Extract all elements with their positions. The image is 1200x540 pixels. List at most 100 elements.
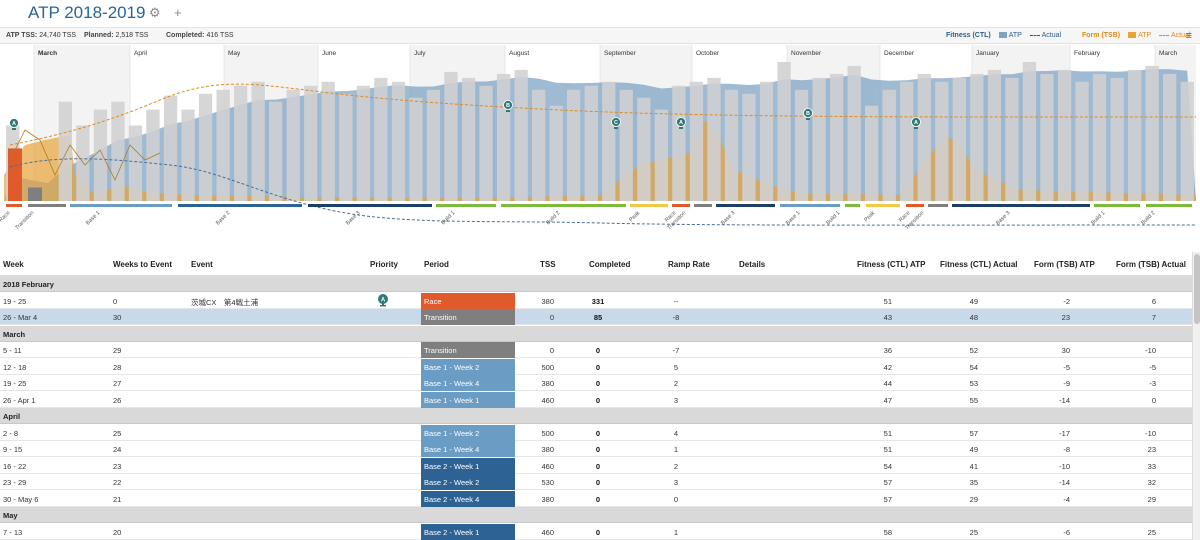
col-priority[interactable]: Priority [370, 260, 399, 269]
table-row[interactable]: 30 - May 6 21 380 0 0 57 29 -4 29 Base 2 - Week 4 [0, 490, 1192, 507]
planned-tss-bar [742, 93, 756, 202]
cell-completed: 0 [595, 478, 601, 487]
cell-completed: 0 [595, 527, 601, 537]
period-badge[interactable]: Transition [421, 342, 515, 358]
menu-icon[interactable]: ≡ [1185, 30, 1192, 42]
planned-tss-bar [794, 89, 809, 201]
table-group-header[interactable]: April [0, 408, 1192, 424]
period-badge[interactable]: Base 1 - Week 4 [421, 375, 515, 391]
period-strip-segment [906, 204, 924, 207]
planned-tss-bar [444, 71, 458, 202]
cell-completed: 0 [595, 428, 601, 438]
col-ramp-rate[interactable]: Ramp Rate [668, 260, 710, 269]
cell-tsb-atp: -9 [1063, 379, 1070, 388]
event-marker-label: B [806, 111, 810, 117]
table-row[interactable]: 7 - 13 20 460 0 1 58 25 -6 25 Base 2 - Week 1 [0, 523, 1192, 540]
cell-tss: 380 [541, 494, 554, 504]
cell-ramp-rate: -7 [672, 346, 680, 355]
cell-weeks-to-event: 30 [113, 313, 122, 322]
cell-tsb-atp: 30 [1061, 346, 1070, 355]
scrollbar-thumb[interactable] [1194, 254, 1200, 324]
fitness-actual-label: Actual [1041, 32, 1062, 39]
period-label: Base 1 [785, 210, 801, 226]
table-row[interactable]: 26 - Mar 4 30 0 85 -8 43 48 23 7 Transition [0, 309, 1192, 325]
table-row[interactable]: 26 - Apr 1 26 460 0 3 47 55 -14 0 Base 1 - Week 1 [0, 391, 1192, 408]
period-badge[interactable]: Base 2 - Week 1 [421, 457, 515, 474]
planned-tss-bar [461, 77, 476, 201]
col-period[interactable]: Period [424, 260, 449, 269]
table-group-header[interactable]: March [0, 325, 1192, 342]
period-label: Transition [14, 210, 35, 231]
period-badge[interactable]: Base 1 - Week 2 [421, 358, 515, 375]
table-group-header[interactable]: 2018 February [0, 276, 1192, 292]
cell-weeks-to-event: 21 [113, 494, 122, 504]
gear-icon[interactable]: ⚙ [149, 5, 161, 20]
col-completed[interactable]: Completed [589, 260, 631, 269]
planned-tss-bar [935, 81, 949, 201]
table-row[interactable]: 5 - 11 29 0 0 -7 36 52 30 -10 Transition [0, 342, 1192, 358]
event-marker-label: C [614, 120, 618, 126]
table-row[interactable]: 2 - 8 25 500 0 4 51 57 -17 -10 Base 1 - Week 2 [0, 424, 1192, 441]
col-tsb-atp[interactable]: Form (TSB) ATP [1034, 260, 1095, 269]
month-label: March [1159, 50, 1177, 57]
col-week[interactable]: Week [3, 260, 24, 269]
planned-tss-bar [724, 89, 739, 201]
period-badge[interactable]: Base 2 - Week 2 [421, 474, 515, 490]
col-details[interactable]: Details [739, 260, 766, 269]
planned-tss-bar [1145, 65, 1159, 202]
period-badge[interactable]: Transition [421, 309, 515, 325]
table-row[interactable]: 16 - 22 23 460 0 2 54 41 -10 33 Base 2 - Week 1 [0, 457, 1192, 474]
period-badge[interactable]: Race [421, 292, 515, 309]
period-badge[interactable]: Base 1 - Week 4 [421, 441, 515, 457]
table-group-header[interactable]: May [0, 507, 1192, 523]
table-row[interactable]: 23 - 29 22 530 0 3 57 35 -14 32 Base 2 - Week 2 [0, 474, 1192, 490]
period-label: Build 1 [1090, 210, 1106, 226]
col-tss[interactable]: TSS [540, 260, 556, 269]
period-strip-segment [630, 204, 668, 207]
planned-tss-bar [882, 89, 896, 201]
atp-tss-label: ATP TSS: [6, 32, 38, 39]
planned-tss-bar [304, 85, 318, 201]
col-event[interactable]: Event [191, 260, 213, 269]
cell-completed: 0 [595, 395, 601, 405]
table-row[interactable]: 9 - 15 24 380 0 1 51 49 -8 23 Base 1 - Week 4 [0, 441, 1192, 457]
table-row[interactable]: 12 - 18 28 500 0 5 42 54 -5 -5 Base 1 - Week 2 [0, 358, 1192, 375]
period-badge[interactable]: Base 2 - Week 4 [421, 490, 515, 507]
month-label: April [134, 50, 148, 57]
table-row[interactable]: 19 - 25 0 茨城CX 第4戦土浦 380 331 -- 51 49 -2 6 A Race [0, 292, 1192, 309]
planned-tss-bar [374, 77, 388, 201]
period-badge[interactable]: Base 1 - Week 2 [421, 424, 515, 441]
table-row[interactable]: 19 - 25 27 380 0 2 44 53 -9 -3 Base 1 - Week 4 [0, 375, 1192, 391]
planned-tss-bar [707, 77, 721, 201]
period-strip-segment [1094, 204, 1140, 207]
event-marker-label: A [914, 120, 918, 126]
planned-tss-bar [128, 125, 143, 201]
col-ctl-actual[interactable]: Fitness (CTL) Actual [940, 260, 1018, 269]
period-badge[interactable]: Base 2 - Week 1 [421, 523, 515, 540]
col-weeks-to-event[interactable]: Weeks to Event [113, 260, 172, 269]
event-marker-label: A [679, 120, 683, 126]
planned-tss-bar [514, 69, 528, 202]
fitness-legend[interactable]: Fitness (CTL) ATP Actual [946, 32, 1061, 39]
table-scrollbar[interactable] [1192, 252, 1200, 540]
planned-tss-bar [1163, 73, 1177, 201]
cell-weeks-to-event: 29 [113, 346, 122, 355]
cell-tsb-actual: 7 [1151, 313, 1156, 322]
period-label: Base 3 [720, 210, 736, 226]
cell-ctl-atp: 43 [883, 313, 892, 322]
atp-tss-value: 24,740 TSS [39, 32, 77, 39]
cell-ctl-actual: 57 [969, 428, 978, 438]
form-legend[interactable]: Form (TSB) ATP Actual [1082, 32, 1190, 39]
col-tsb-actual[interactable]: Form (TSB) Actual [1116, 260, 1186, 269]
period-badge[interactable]: Base 1 - Week 1 [421, 391, 515, 408]
planned-tss-bar [847, 65, 861, 202]
col-ctl-atp[interactable]: Fitness (CTL) ATP [857, 260, 926, 269]
cell-ctl-atp: 51 [883, 428, 892, 438]
cell-tss: 0 [549, 313, 554, 322]
month-label: May [228, 50, 241, 57]
plus-icon[interactable]: + [174, 5, 182, 20]
fitness-actual-swatch [1029, 34, 1040, 36]
period-strip-segment [178, 204, 302, 207]
cell-weeks-to-event: 28 [113, 362, 122, 372]
cell-week: 19 - 25 [3, 296, 27, 306]
